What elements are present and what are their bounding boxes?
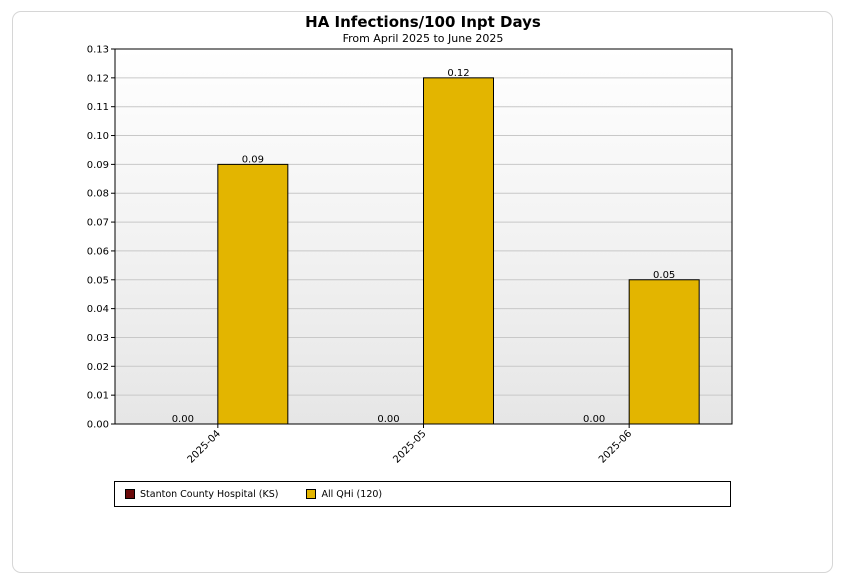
data-label: 0.05 — [653, 270, 675, 281]
y-tick-label: 0.08 — [87, 189, 109, 200]
legend-label-all-qhi: All QHi (120) — [321, 488, 383, 500]
y-tick-label: 0.04 — [87, 304, 109, 315]
y-axis: 0.00 0.01 0.02 0.03 0.04 0.05 0.06 0.07 0.08 0.09… — [87, 45, 115, 431]
data-label: 0.00 — [172, 414, 194, 425]
legend-swatch-stanton — [125, 489, 135, 499]
bar-all-qhi — [628, 279, 700, 425]
y-tick-label: 0.05 — [87, 275, 109, 286]
chart-title: HA Infections/100 Inpt Days — [305, 13, 541, 31]
legend-swatch-all-qhi — [306, 489, 317, 499]
chart-subtitle: From April 2025 to June 2025 — [343, 32, 504, 45]
data-label: 0.00 — [377, 414, 399, 425]
data-label: 0.09 — [242, 154, 264, 165]
legend-label-stanton: Stanton County Hospital (KS) — [140, 488, 279, 500]
x-tick-label: 2025-05 — [391, 428, 428, 465]
y-tick-label: 0.13 — [87, 45, 109, 56]
data-label: 0.12 — [447, 68, 469, 79]
bar-all-qhi — [217, 163, 289, 425]
data-label: 0.00 — [583, 414, 605, 425]
bar-all-qhi — [423, 77, 494, 425]
legend: Stanton County Hospital (KS) All QHi (12… — [114, 481, 731, 507]
legend-item-all-qhi: All QHi (120) — [306, 489, 382, 500]
data-labels: 0.00 0.09 0.00 0.12 0.00 0.05 — [172, 68, 676, 425]
x-axis: 2025-04 2025-05 2025-06 — [186, 424, 634, 466]
x-tick-label: 2025-04 — [186, 428, 223, 465]
y-tick-label: 0.00 — [87, 420, 109, 431]
y-tick-label: 0.01 — [87, 391, 109, 402]
bars — [217, 77, 700, 425]
y-tick-label: 0.09 — [87, 160, 109, 171]
y-tick-label: 0.11 — [87, 102, 109, 113]
y-tick-label: 0.03 — [87, 333, 109, 344]
y-tick-label: 0.02 — [87, 362, 109, 373]
y-tick-label: 0.12 — [87, 73, 109, 84]
legend-item-stanton: Stanton County Hospital (KS) — [125, 489, 278, 500]
y-tick-label: 0.10 — [87, 131, 109, 142]
x-tick-label: 2025-06 — [597, 428, 634, 465]
y-tick-label: 0.07 — [87, 218, 109, 229]
y-tick-label: 0.06 — [87, 246, 109, 257]
